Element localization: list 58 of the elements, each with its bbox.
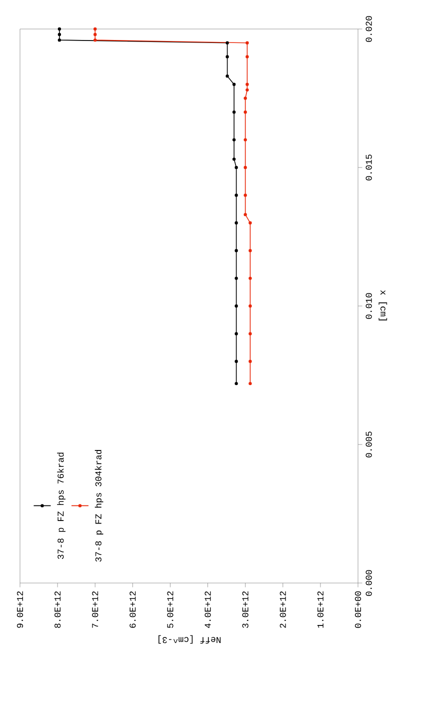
x-tick-label: 8.0E+12 [54, 591, 61, 628]
point [246, 82, 249, 86]
point [58, 32, 62, 36]
point [246, 41, 249, 44]
y-tick-label: 0.015 [366, 154, 372, 180]
point [58, 38, 62, 42]
x-tick-label: 2.0E+12 [280, 591, 286, 628]
point [234, 304, 238, 308]
point [232, 138, 236, 142]
point [248, 249, 252, 252]
y-tick-label: 0.000 [366, 570, 372, 596]
point [248, 360, 252, 363]
point [234, 249, 238, 252]
point [234, 194, 238, 197]
point [248, 382, 252, 386]
point [94, 32, 97, 36]
point [246, 55, 249, 58]
point [226, 74, 229, 78]
point [232, 158, 236, 161]
point [234, 166, 238, 170]
point [94, 27, 97, 31]
x-tick-label: 1.0E+12 [317, 591, 324, 628]
point [58, 27, 62, 31]
y-tick-label: 0.005 [366, 432, 372, 458]
x-tick-label: 3.0E+12 [242, 591, 248, 628]
legend-label: 37-8 p FZ hps 304krad [94, 450, 104, 562]
point [234, 332, 238, 336]
point [94, 38, 97, 42]
y-tick-label: 0.020 [366, 16, 372, 42]
point [234, 276, 238, 280]
point [244, 212, 247, 216]
x-tick-label: 7.0E+12 [92, 591, 98, 628]
point [234, 360, 238, 363]
point [244, 110, 247, 114]
point [232, 82, 236, 86]
point [226, 41, 229, 44]
legend-label: 37-8 p FZ hps 76krad [57, 452, 66, 559]
point [244, 166, 247, 170]
x-tick-label: 5.0E+12 [167, 591, 174, 628]
point [248, 221, 252, 224]
x-axis-title: Neff [cm^-3] [158, 635, 221, 644]
x-tick-label: 6.0E+12 [130, 591, 136, 628]
point [234, 382, 238, 386]
point [244, 138, 247, 142]
point [246, 88, 249, 92]
point [244, 96, 247, 100]
point [234, 221, 238, 224]
point [248, 304, 252, 308]
x-tick-label: 0.0E+00 [354, 591, 362, 628]
point [248, 332, 252, 336]
y-axis-title: x [cm] [378, 290, 388, 320]
point [244, 194, 247, 197]
point [232, 110, 236, 114]
point [226, 55, 229, 58]
x-tick-label: 9.0E+12 [16, 591, 24, 628]
point [248, 276, 252, 280]
x-tick-label: 4.0E+12 [204, 591, 211, 628]
y-tick-label: 0.010 [366, 293, 372, 319]
